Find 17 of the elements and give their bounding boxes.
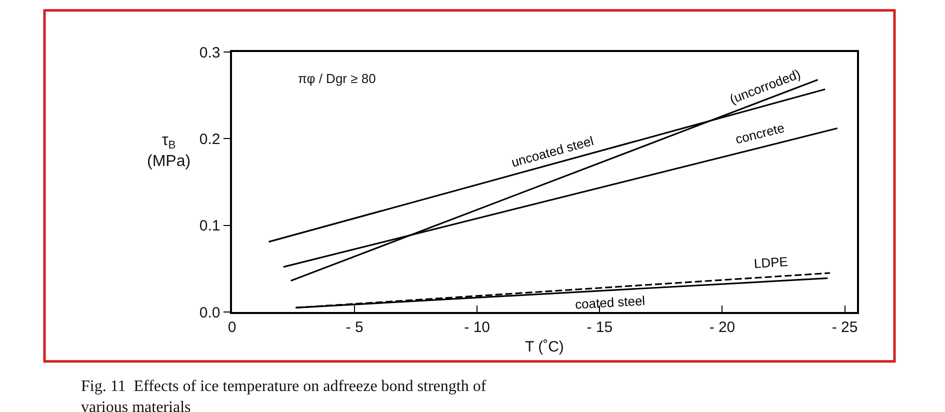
caption: Fig. 11 Effects of ice temperature on adfreeze bond strength of various materials <box>81 378 487 412</box>
series-label: coated steel <box>574 293 646 312</box>
text: concrete <box>734 120 786 147</box>
y-tick-label: 0.0 <box>199 304 220 322</box>
y-tick-label: 0.2 <box>199 130 220 148</box>
x-tick-label: - 5 <box>346 318 364 336</box>
x-axis-title: T (˚C) <box>525 338 564 356</box>
y-tick-label: 0.3 <box>199 44 220 62</box>
x-tick-label: - 20 <box>709 318 736 336</box>
x-tick-label: 0 <box>228 318 236 336</box>
x-tick-label: - 25 <box>832 318 858 336</box>
annotation: πφ / Dgr ≥ 80 <box>298 71 376 86</box>
y-axis-title: τ$_{B}$ (MPa) <box>147 132 191 170</box>
x-tick-label: - 10 <box>464 318 490 336</box>
y-tick-label: 0.1 <box>199 218 220 235</box>
series-label: LDPE <box>754 254 789 272</box>
x-tick-label: - 15 <box>586 318 613 336</box>
